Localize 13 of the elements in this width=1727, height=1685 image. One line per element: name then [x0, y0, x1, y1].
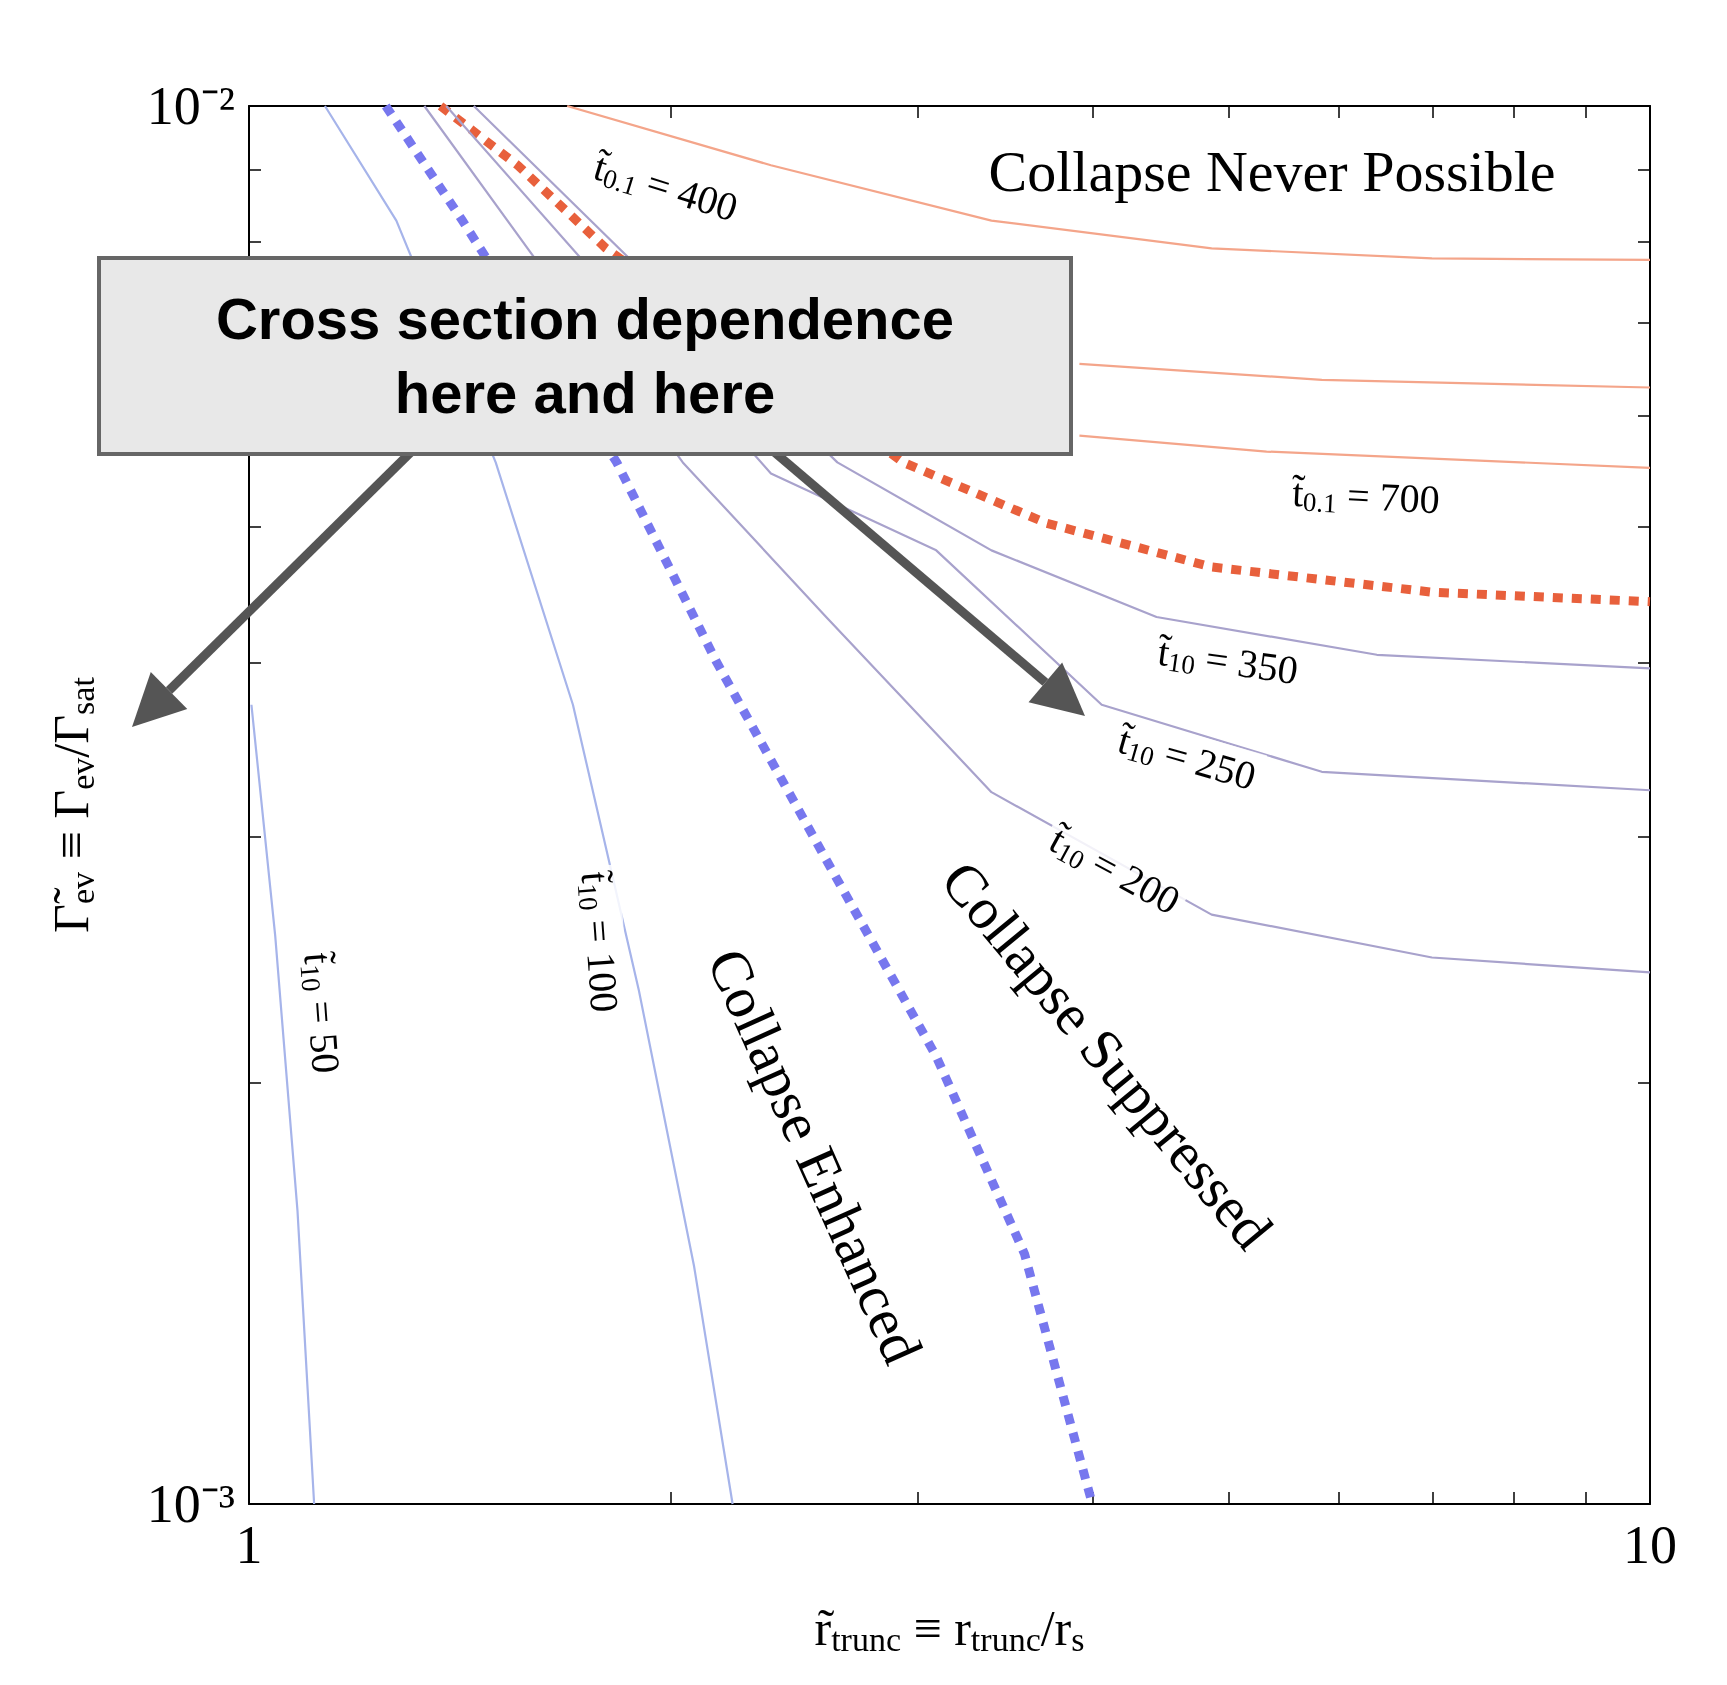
y-tick-label: 10⁻² [146, 76, 235, 136]
annotation: Collapse Never Possible [988, 138, 1556, 204]
callout-box: Cross section dependence here and here [97, 256, 1073, 456]
x-tick-label: 1 [235, 1515, 263, 1575]
annotation: t̃10 = 100 [571, 869, 628, 1014]
annotation: t̃0.1 = 700 [1290, 469, 1441, 523]
x-tick-label: 10 [1623, 1515, 1677, 1575]
annotation: t̃0.1 = 400 [587, 143, 744, 231]
y-tick-label: 10⁻³ [146, 1474, 235, 1534]
annotation: t̃10 = 350 [1154, 628, 1301, 694]
annotation: t̃10 = 50 [294, 950, 349, 1075]
annotation: t̃10 = 250 [1112, 716, 1261, 800]
y-axis-title: Γ̃ev ≡ Γev/Γsat [42, 676, 101, 933]
